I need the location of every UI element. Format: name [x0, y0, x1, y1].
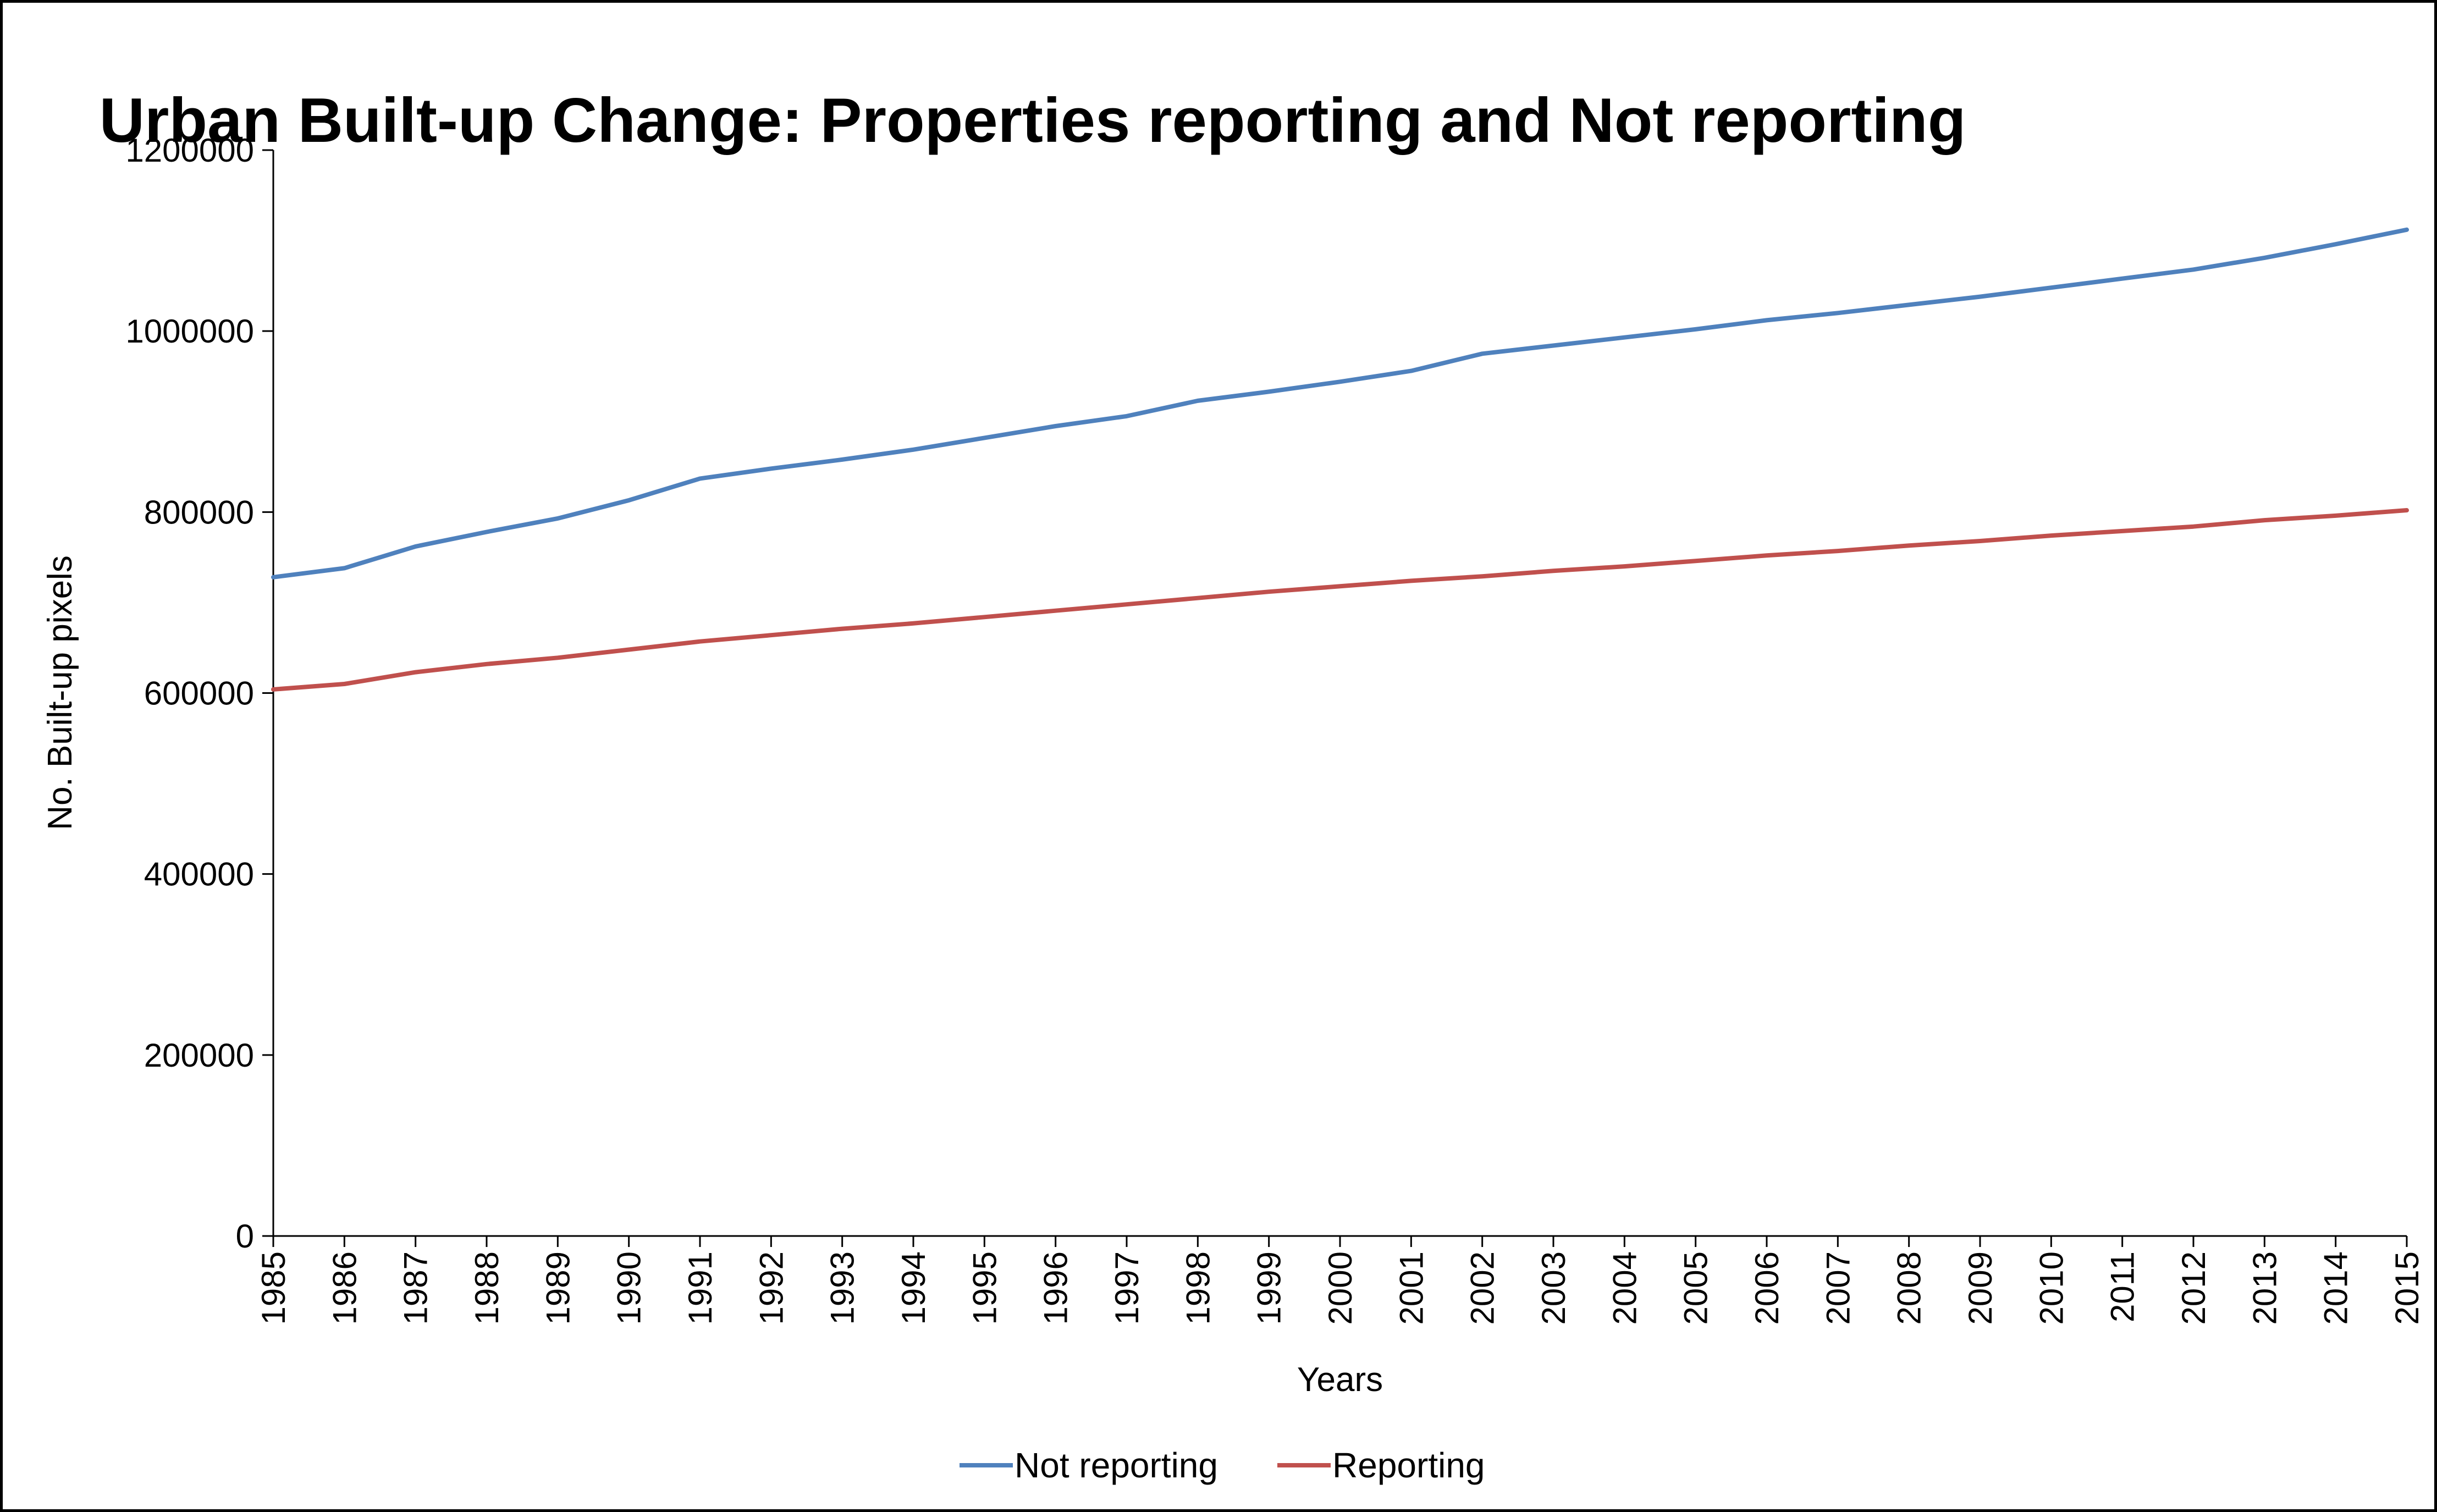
x-tick-label: 1993: [824, 1251, 861, 1325]
x-tick-label: 1985: [255, 1251, 292, 1325]
x-tick-label: 1991: [682, 1251, 719, 1325]
y-tick-label: 1000000: [125, 313, 254, 350]
x-tick-label: 1992: [753, 1251, 790, 1325]
x-tick-label: 2014: [2318, 1251, 2355, 1325]
x-tick-label: 2002: [1464, 1251, 1501, 1325]
x-tick-label: 1996: [1038, 1251, 1074, 1325]
series-line-reporting: [271, 508, 2409, 692]
x-tick-label: 2015: [2389, 1251, 2425, 1325]
x-tick-label: 1999: [1251, 1251, 1288, 1325]
x-tick-label: 1990: [611, 1251, 648, 1325]
legend-label: Reporting: [1332, 1445, 1485, 1485]
x-tick-label: 2004: [1606, 1251, 1643, 1325]
axes: [272, 150, 2407, 1237]
x-tick-label: 2003: [1535, 1251, 1572, 1325]
legend-label: Not reporting: [1015, 1445, 1218, 1485]
x-tick-label: 1995: [966, 1251, 1003, 1325]
x-tick-label: 2000: [1322, 1251, 1359, 1325]
line-chart: Urban Built-up Change: Properties report…: [41, 86, 2425, 1485]
x-axis-ticks: 1985 1986 1987 1988 1989 1990 1991 1992 1993 1994…: [255, 1236, 2425, 1325]
x-tick-label: 2005: [1678, 1251, 1714, 1325]
x-tick-label: 1997: [1109, 1251, 1145, 1325]
x-tick-label: 2012: [2175, 1251, 2212, 1325]
y-axis-label: No. Built-up pixels: [41, 555, 79, 830]
x-tick-label: 1994: [895, 1251, 932, 1325]
chart-title: Urban Built-up Change: Properties report…: [100, 86, 1966, 156]
y-tick-label: 800000: [144, 494, 254, 531]
x-tick-label: 2001: [1393, 1251, 1430, 1325]
x-axis-label: Years: [1297, 1361, 1383, 1399]
y-tick-label: 400000: [144, 856, 254, 893]
x-tick-label: 1988: [468, 1251, 505, 1325]
y-tick-label: 1200000: [125, 132, 254, 169]
legend: Not reporting Reporting: [960, 1445, 1485, 1485]
y-tick-label: 0: [236, 1218, 254, 1255]
series-line-not-reporting: [271, 227, 2409, 580]
x-tick-label: 2008: [1891, 1251, 1928, 1325]
x-tick-label: 1987: [398, 1251, 434, 1325]
series-lines: [271, 227, 2409, 692]
x-tick-label: 1986: [326, 1251, 363, 1325]
y-axis-ticks: 0 200000 400000 600000 800000 1000000 1200000: [125, 132, 273, 1255]
x-tick-label: 1989: [539, 1251, 576, 1325]
x-tick-label: 2009: [1962, 1251, 1999, 1325]
x-tick-label: 2011: [2104, 1251, 2141, 1322]
x-tick-label: 2010: [2033, 1251, 2070, 1325]
x-tick-label: 1998: [1179, 1251, 1216, 1325]
x-tick-label: 2013: [2246, 1251, 2283, 1325]
y-tick-label: 600000: [144, 675, 254, 712]
y-tick-label: 200000: [144, 1037, 254, 1074]
x-tick-label: 2007: [1820, 1251, 1856, 1325]
x-tick-label: 2006: [1749, 1251, 1785, 1325]
